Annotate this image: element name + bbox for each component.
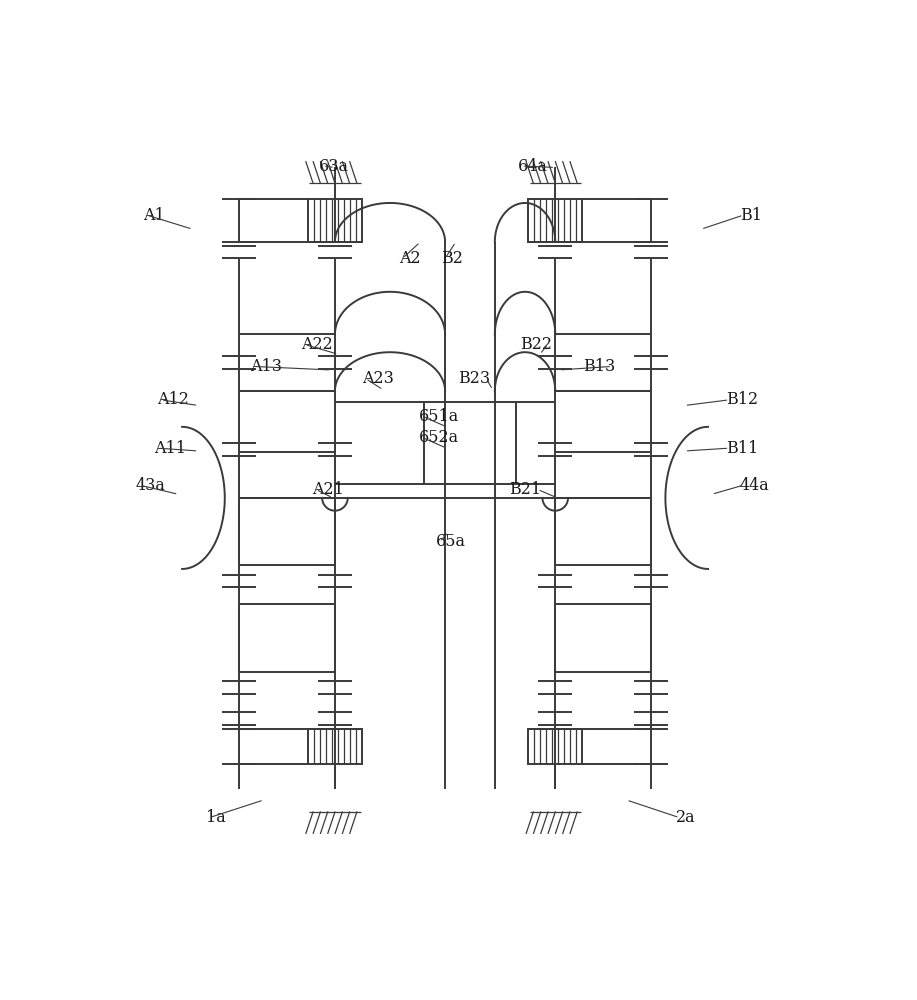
Bar	[556, 498, 651, 565]
Text: A13: A13	[249, 358, 282, 375]
Bar	[239, 604, 335, 672]
Text: A22: A22	[301, 336, 333, 353]
Text: A23: A23	[362, 370, 393, 387]
Bar	[528, 729, 582, 764]
Text: B13: B13	[583, 358, 615, 375]
Bar	[556, 604, 651, 672]
Bar	[424, 402, 516, 484]
Text: B1: B1	[740, 207, 762, 224]
Bar	[308, 199, 362, 242]
Bar	[239, 498, 335, 565]
Text: 1a: 1a	[205, 809, 226, 826]
Text: 64a: 64a	[518, 158, 548, 175]
Text: A21: A21	[312, 481, 344, 498]
Bar	[308, 729, 362, 764]
Bar	[528, 199, 582, 242]
Text: 44a: 44a	[740, 477, 769, 494]
Text: 65a: 65a	[436, 533, 466, 550]
Text: A12: A12	[158, 391, 189, 408]
Text: 2a: 2a	[676, 809, 696, 826]
Text: B11: B11	[726, 440, 758, 457]
Text: B2: B2	[442, 250, 463, 267]
Text: 652a: 652a	[419, 429, 458, 446]
Text: B21: B21	[509, 481, 541, 498]
Text: B23: B23	[458, 370, 490, 387]
Text: A2: A2	[399, 250, 421, 267]
Text: B12: B12	[726, 391, 758, 408]
Text: 651a: 651a	[419, 408, 459, 425]
Text: A1: A1	[143, 207, 165, 224]
Text: A11: A11	[154, 440, 186, 457]
Text: 63a: 63a	[319, 158, 349, 175]
Text: B22: B22	[520, 336, 552, 353]
Text: 43a: 43a	[136, 477, 166, 494]
